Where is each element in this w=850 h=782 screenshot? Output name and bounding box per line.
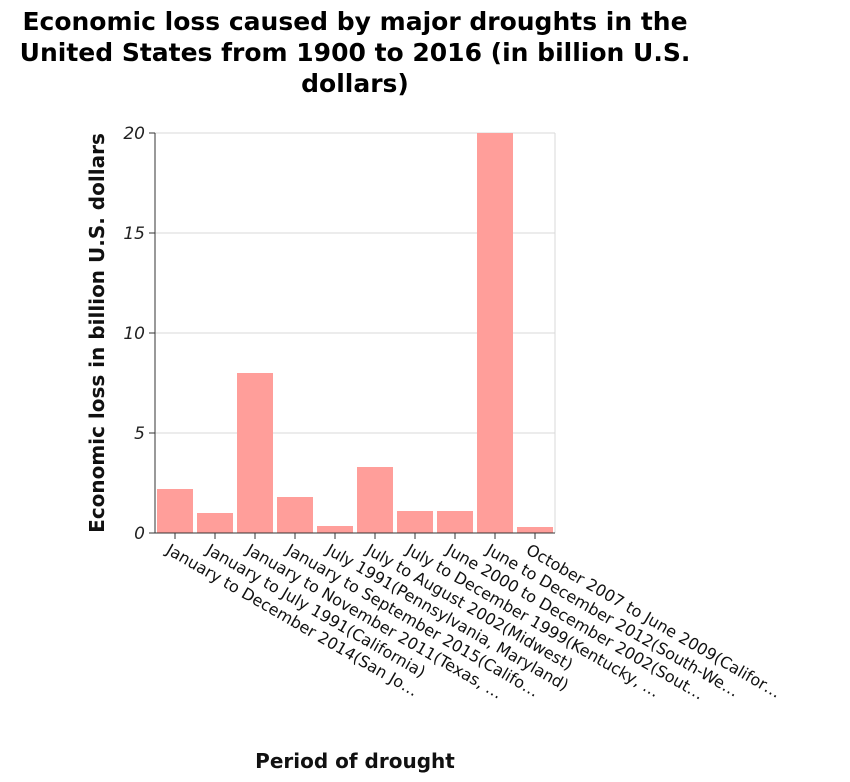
y-tick-label: 20 [123,124,145,144]
bar [437,511,473,533]
bar [517,527,553,533]
axes [149,132,555,539]
bar [477,133,513,533]
y-tick-label: 10 [123,324,145,344]
y-tick-label: 0 [134,524,145,544]
y-tick-label: 5 [134,424,145,444]
bar [197,513,233,533]
bar [317,526,353,533]
x-axis-title: Period of drought [255,749,455,773]
bars [157,133,553,533]
bar [157,489,193,533]
bar [277,497,313,533]
chart-title: Economic loss caused by major droughts i… [19,7,691,98]
y-tick-label: 15 [123,224,145,244]
bar [397,511,433,533]
y-axis-title: Economic loss in billion U.S. dollars [85,133,109,533]
bar [237,373,273,533]
bar [357,467,393,533]
